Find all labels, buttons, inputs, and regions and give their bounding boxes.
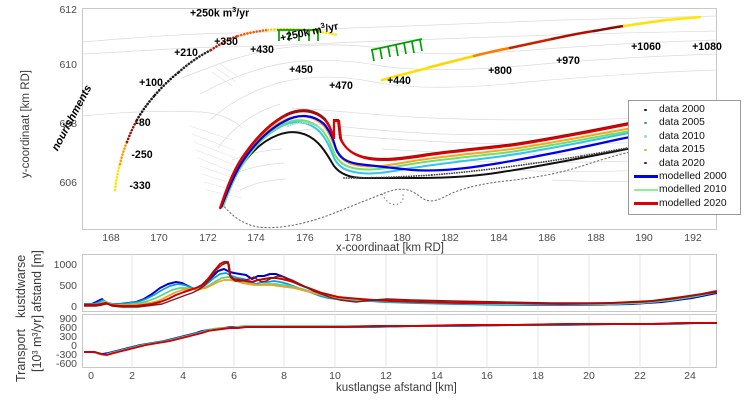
sub-xtick: 2 xyxy=(129,370,135,382)
main-xtick: 186 xyxy=(538,232,556,244)
annotation-plus440: +440 xyxy=(387,75,411,87)
sub-yaxis-title-transport: Transport xyxy=(14,328,28,382)
legend-row[interactable]: data 2015 xyxy=(632,143,736,156)
sub-yaxis-title-units: [10³ m³/yr] xyxy=(30,315,44,372)
sub-xtick: 8 xyxy=(281,370,287,382)
annotation-plus210: +210 xyxy=(174,47,198,59)
main-ytick: 612 xyxy=(59,4,77,16)
main-xtick: 180 xyxy=(393,232,411,244)
legend-label: modelled 2010 xyxy=(659,184,727,196)
main-ytick: 610 xyxy=(59,59,77,71)
upper-sub-ytick: 1000 xyxy=(53,259,77,271)
legend-marker-dot xyxy=(632,121,659,125)
sub-xtick: 14 xyxy=(431,370,443,382)
legend-label: modelled 2000 xyxy=(659,170,727,182)
annotation-plus350: +350 xyxy=(214,36,238,48)
annotation-plus430: +430 xyxy=(250,44,274,56)
legend-label: data 2015 xyxy=(659,144,705,156)
sub-xtick: 4 xyxy=(180,370,186,382)
legend-row[interactable]: modelled 2020 xyxy=(632,197,736,210)
legend-row[interactable]: data 2020 xyxy=(632,157,736,170)
annotation-plus1080: +1080 xyxy=(692,41,722,53)
main-xaxis-title: x-coordinaat [km RD] xyxy=(336,242,445,254)
legend-marker-line xyxy=(632,175,659,178)
sub-xtick: 24 xyxy=(684,370,696,382)
main-map-plot xyxy=(82,15,717,229)
legend-marker-dot xyxy=(632,162,659,165)
legend-marker-line xyxy=(632,188,659,192)
legend-row[interactable]: data 2005 xyxy=(632,116,736,129)
main-xtick: 168 xyxy=(102,232,120,244)
legend-label: modelled 2020 xyxy=(659,197,727,209)
annotation-minus80: -80 xyxy=(135,117,151,129)
nourishment-label-1: +250k m3/yr xyxy=(190,5,250,20)
sub-xtick: 16 xyxy=(481,370,493,382)
main-xtick: 174 xyxy=(247,232,265,244)
annotation-plus450: +450 xyxy=(289,64,313,76)
sub-yaxis-title-afstand: afstand [m] xyxy=(30,250,44,312)
legend-label: data 2010 xyxy=(659,130,705,142)
annotation-minus250: -250 xyxy=(131,149,153,161)
legend: data 2000 data 2005 data 2010 data 2015 … xyxy=(628,100,741,215)
lower-sub-plot xyxy=(84,314,717,368)
legend-row[interactable]: data 2010 xyxy=(632,130,736,143)
lower-sub-axes xyxy=(82,314,717,368)
legend-marker-dot xyxy=(632,135,659,138)
sub-xtick: 12 xyxy=(380,370,392,382)
annotation-plus1060: +1060 xyxy=(631,41,661,53)
lower-sub-ytick: 0 xyxy=(71,340,77,352)
main-xtick: 192 xyxy=(684,232,702,244)
sub-xtick: 0 xyxy=(88,370,94,382)
legend-label: data 2000 xyxy=(659,104,705,115)
sub-xtick: 6 xyxy=(231,370,237,382)
main-ytick: 606 xyxy=(59,177,77,189)
legend-row[interactable]: modelled 2010 xyxy=(632,183,736,196)
main-xtick: 170 xyxy=(150,232,168,244)
main-xtick: 178 xyxy=(344,232,362,244)
main-xtick: 190 xyxy=(635,232,653,244)
upper-sub-plot xyxy=(84,254,717,312)
legend-row[interactable]: modelled 2000 xyxy=(632,170,736,183)
annotation-plus800: +800 xyxy=(488,65,512,77)
legend-label: data 2005 xyxy=(659,117,705,129)
lower-sub-ytick: -600 xyxy=(55,358,77,370)
legend-marker-line xyxy=(632,202,659,205)
upper-sub-ytick: 500 xyxy=(59,280,77,292)
sub-xaxis-title: kustlangse afstand [km] xyxy=(336,382,457,394)
main-xtick: 176 xyxy=(296,232,314,244)
upper-sub-ytick: 0 xyxy=(71,301,77,313)
main-xtick: 172 xyxy=(199,232,217,244)
legend-label: data 2020 xyxy=(659,157,705,169)
annotation-plus100: +100 xyxy=(139,77,163,89)
lower-sub-ytick: 300 xyxy=(59,331,77,343)
main-xtick: 188 xyxy=(587,232,605,244)
legend-marker-dot xyxy=(632,148,659,151)
main-ytick: 608 xyxy=(59,118,77,130)
annotation-minus330: -330 xyxy=(129,180,151,192)
annotation-plus470: +470 xyxy=(329,80,353,92)
lower-sub-ytick: -300 xyxy=(55,349,77,361)
main-yaxis-title: y-coordinaat [km RD] xyxy=(20,69,32,178)
sub-xtick: 18 xyxy=(532,370,544,382)
legend-marker-dot xyxy=(632,108,659,111)
sub-xtick: 20 xyxy=(583,370,595,382)
main-xtick: 182 xyxy=(441,232,459,244)
lower-sub-ytick: 900 xyxy=(59,313,77,325)
main-xtick: 184 xyxy=(490,232,508,244)
lower-sub-ytick: 600 xyxy=(59,322,77,334)
sub-xtick: 22 xyxy=(634,370,646,382)
legend-row[interactable]: data 2000 xyxy=(632,103,736,116)
sub-yaxis-title-cross-shore: kustdwarse xyxy=(14,254,28,318)
annotation-plus970: +970 xyxy=(556,55,580,67)
sub-xtick: 10 xyxy=(329,370,341,382)
